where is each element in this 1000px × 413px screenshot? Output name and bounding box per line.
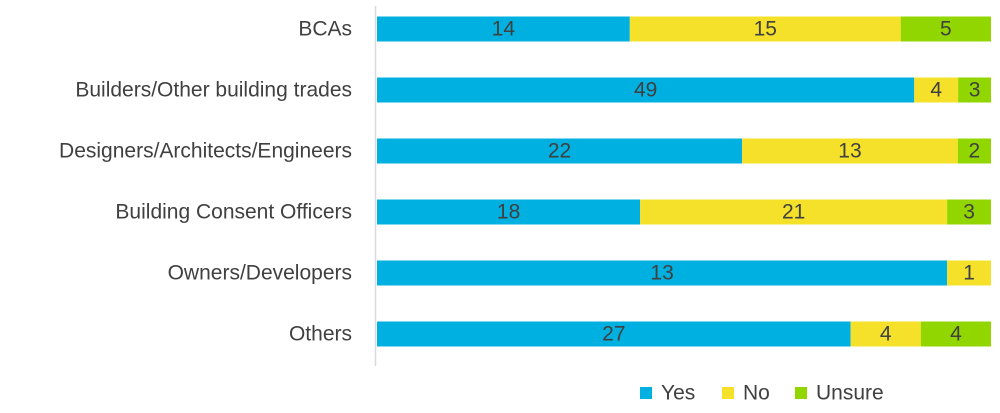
data-label-yes-building-consent-officers: 18 <box>497 201 520 224</box>
data-label-yes-bcas: 14 <box>492 18 516 41</box>
data-label-unsure-builders-other-building-trades: 3 <box>969 79 981 102</box>
bar-no-designers-architects-engineers <box>742 138 958 164</box>
legend-swatch-no <box>722 387 734 399</box>
category-label-others: Others <box>289 323 352 346</box>
data-label-no-owners-developers: 1 <box>963 262 975 285</box>
category-label-bcas: BCAs <box>298 18 352 41</box>
data-label-yes-others: 27 <box>602 323 625 346</box>
bar-no-building-consent-officers <box>640 199 948 225</box>
bar-no-others <box>850 321 921 347</box>
data-label-yes-owners-developers: 13 <box>650 262 673 285</box>
legend: Yes No Unsure <box>640 382 884 405</box>
bar-yes-designers-architects-engineers <box>377 138 743 164</box>
bar-yes-others <box>377 321 851 347</box>
bar-unsure-others <box>920 321 991 347</box>
legend-label-no: No <box>743 382 770 405</box>
category-label-owners-developers: Owners/Developers <box>168 262 352 285</box>
legend-swatch-unsure <box>795 387 807 399</box>
legend-swatch-yes <box>640 387 652 399</box>
legend-label-yes: Yes <box>661 382 695 405</box>
bar-unsure-bcas <box>900 16 991 42</box>
bar-yes-bcas <box>377 16 630 42</box>
bar-unsure-builders-other-building-trades <box>958 77 991 103</box>
bars <box>377 16 991 347</box>
category-labels: BCAs Builders/Other building trades Design… <box>59 18 352 346</box>
data-label-no-bcas: 15 <box>754 18 777 41</box>
category-label-builders-other-building-trades: Builders/Other building trades <box>75 79 352 102</box>
data-label-no-building-consent-officers: 21 <box>782 201 805 224</box>
bar-yes-builders-other-building-trades <box>377 77 915 103</box>
bar-no-bcas <box>629 16 901 42</box>
bar-no-owners-developers <box>947 260 991 286</box>
data-label-no-others: 4 <box>880 323 892 346</box>
bar-yes-building-consent-officers <box>377 199 641 225</box>
data-label-yes-builders-other-building-trades: 49 <box>634 79 657 102</box>
legend-label-unsure: Unsure <box>816 382 884 405</box>
bar-unsure-building-consent-officers <box>947 199 991 225</box>
data-label-no-builders-other-building-trades: 4 <box>930 79 942 102</box>
data-label-no-designers-architects-engineers: 13 <box>838 140 861 163</box>
category-label-designers-architects-engineers: Designers/Architects/Engineers <box>59 140 352 163</box>
data-label-unsure-building-consent-officers: 3 <box>963 201 975 224</box>
category-label-building-consent-officers: Building Consent Officers <box>115 201 352 224</box>
data-labels: 14 15 5 49 4 3 22 13 2 18 21 3 13 1 27 4 4 <box>492 18 981 346</box>
data-label-yes-designers-architects-engineers: 22 <box>548 140 571 163</box>
bar-yes-owners-developers <box>377 260 948 286</box>
bar-no-builders-other-building-trades <box>914 77 959 103</box>
data-label-unsure-designers-architects-engineers: 2 <box>969 140 981 163</box>
bar-unsure-designers-architects-engineers <box>957 138 991 164</box>
data-label-unsure-others: 4 <box>950 323 962 346</box>
data-label-unsure-bcas: 5 <box>940 18 952 41</box>
